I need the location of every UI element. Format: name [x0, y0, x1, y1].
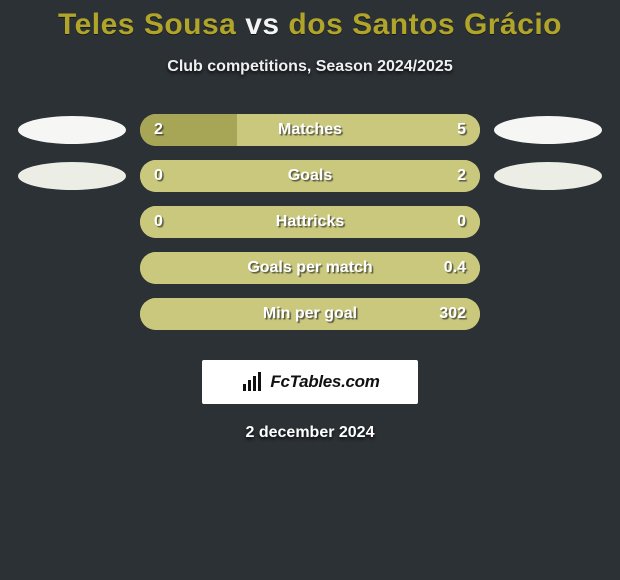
stat-value-right: 2	[457, 167, 466, 185]
stat-row: Goals per match 0.4	[0, 252, 620, 284]
stat-bar-fill-right	[237, 114, 480, 146]
stat-row: 0 Goals 2	[0, 160, 620, 192]
page-title: Teles Sousa vs dos Santos Grácio	[0, 0, 620, 42]
stat-bar: Min per goal 302	[140, 298, 480, 330]
stat-value-right: 0	[457, 213, 466, 231]
stat-value-right: 0.4	[444, 259, 466, 277]
stat-label: Goals	[288, 167, 332, 185]
logo-text: FcTables.com	[270, 372, 379, 392]
stat-bar: 0 Hattricks 0	[140, 206, 480, 238]
team-ellipse-right	[494, 162, 602, 190]
stat-label: Min per goal	[263, 305, 357, 323]
stat-bar: 0 Goals 2	[140, 160, 480, 192]
subtitle: Club competitions, Season 2024/2025	[0, 58, 620, 76]
stat-row: 0 Hattricks 0	[0, 206, 620, 238]
player2-name: dos Santos Grácio	[288, 8, 562, 41]
stat-value-left: 0	[154, 213, 163, 231]
stat-value-left: 2	[154, 121, 163, 139]
team-ellipse-right	[494, 116, 602, 144]
vs-separator: vs	[245, 8, 279, 41]
stat-bar: Goals per match 0.4	[140, 252, 480, 284]
stat-label: Goals per match	[247, 259, 372, 277]
stat-value-right: 5	[457, 121, 466, 139]
stat-label: Matches	[278, 121, 342, 139]
team-ellipse-left	[18, 162, 126, 190]
logo-box: FcTables.com	[202, 360, 418, 404]
stats-container: 2 Matches 5 0 Goals 2 0 Hattricks 0 Goals per mat…	[0, 114, 620, 330]
stat-label: Hattricks	[276, 213, 344, 231]
stat-row: 2 Matches 5	[0, 114, 620, 146]
stat-bar: 2 Matches 5	[140, 114, 480, 146]
chart-icon	[240, 370, 264, 394]
stat-value-left: 0	[154, 167, 163, 185]
stat-value-right: 302	[439, 305, 466, 323]
player1-name: Teles Sousa	[58, 8, 236, 41]
team-ellipse-left	[18, 116, 126, 144]
stat-row: Min per goal 302	[0, 298, 620, 330]
date-label: 2 december 2024	[0, 424, 620, 442]
